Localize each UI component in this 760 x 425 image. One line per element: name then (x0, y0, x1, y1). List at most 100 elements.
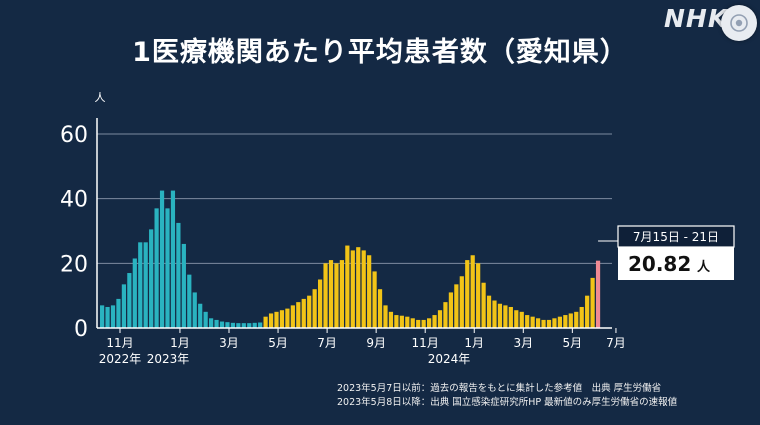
bar (405, 316, 410, 328)
callout-value: 20.82 (628, 252, 691, 276)
callout-value-box (618, 247, 734, 280)
bar (595, 260, 601, 328)
bar (486, 295, 492, 328)
footnote-line-2: 2023年5月8日以降：出典 国立感染症研究所HP 最新値のみ厚生労働省の速報値 (337, 397, 678, 408)
bar (258, 322, 263, 328)
bar (443, 302, 448, 328)
bar (100, 305, 105, 328)
bar (541, 319, 546, 328)
x-year-label: 2023年 (147, 352, 190, 366)
bar (563, 315, 568, 328)
y-tick-label: 60 (60, 123, 88, 148)
x-tick-label: 7月 (606, 336, 626, 350)
bar (590, 277, 595, 328)
x-tick-label: 5月 (268, 336, 288, 350)
y-axis-unit: 人 (95, 91, 106, 104)
bar (290, 305, 295, 328)
bar (546, 319, 552, 328)
bar (459, 276, 464, 328)
bar (328, 260, 334, 328)
bar (470, 255, 475, 328)
bar (127, 273, 132, 328)
bar (187, 274, 192, 328)
y-tick-label: 20 (60, 252, 88, 277)
chart-title: 1医療機関あたり平均患者数（愛知県） (132, 37, 628, 68)
bar (159, 190, 165, 328)
x-tick-label: 9月 (366, 336, 386, 350)
bar (296, 302, 301, 328)
bar (138, 242, 143, 328)
bar (154, 208, 159, 328)
bar (356, 247, 361, 328)
bar (519, 311, 524, 328)
bar (318, 279, 323, 328)
bar (350, 250, 355, 328)
bar (236, 323, 241, 328)
bar (121, 284, 126, 328)
bar (377, 289, 383, 328)
bar (149, 229, 154, 328)
callout-date: 7月15日 - 21日 (633, 230, 719, 244)
x-year-label: 2022年 (99, 352, 142, 366)
bar (421, 319, 426, 328)
bar (230, 322, 235, 328)
bar (448, 292, 453, 328)
bar (427, 318, 432, 328)
bar (367, 255, 372, 328)
x-tick-label: 11月 (412, 336, 439, 350)
bar (225, 322, 230, 328)
camera-lens-icon[interactable] (721, 5, 757, 41)
bar (209, 318, 214, 328)
bar (437, 310, 443, 328)
bar (503, 305, 508, 328)
bar (399, 315, 404, 328)
bar (198, 303, 203, 328)
bar (508, 306, 513, 328)
bar (530, 316, 535, 328)
x-year-label: 2024年 (428, 352, 471, 366)
bar (241, 323, 246, 328)
bar (143, 242, 148, 328)
bar (410, 318, 415, 328)
bar (416, 319, 421, 328)
bar (394, 315, 399, 328)
bar (432, 315, 437, 328)
bar (132, 258, 137, 328)
footnote-line-1: 2023年5月7日以前：過去の報告をもとに集計した参考値 出典 厚生労働省 (337, 383, 662, 394)
bar (492, 300, 497, 328)
y-tick-label: 40 (60, 188, 88, 213)
x-tick-label: 1月 (464, 336, 484, 350)
bar (214, 319, 219, 328)
y-tick-label: 0 (74, 317, 88, 342)
bar (568, 313, 573, 328)
bar (552, 318, 557, 328)
bar (481, 282, 486, 328)
bar (497, 303, 503, 328)
bar (514, 310, 519, 328)
bar (170, 190, 176, 328)
bar (388, 311, 394, 328)
x-tick-label: 5月 (563, 336, 583, 350)
bar (192, 292, 197, 328)
bar (339, 260, 344, 328)
callout-unit: 人 (697, 259, 711, 275)
bar (279, 310, 285, 328)
bar (247, 323, 252, 328)
bar (574, 311, 579, 328)
x-tick-label: 7月 (317, 336, 337, 350)
bar (372, 271, 377, 328)
bar (476, 263, 481, 328)
bar (165, 208, 170, 328)
nhk-logo: NHK (664, 4, 729, 33)
bar (345, 245, 350, 328)
bar (285, 308, 290, 328)
x-tick-label: 3月 (513, 336, 533, 350)
bar (301, 298, 306, 328)
bar (274, 311, 279, 328)
bar (579, 306, 584, 328)
x-tick-label: 1月 (170, 336, 190, 350)
bar (454, 284, 459, 328)
bar (557, 316, 562, 328)
bar (334, 263, 339, 328)
